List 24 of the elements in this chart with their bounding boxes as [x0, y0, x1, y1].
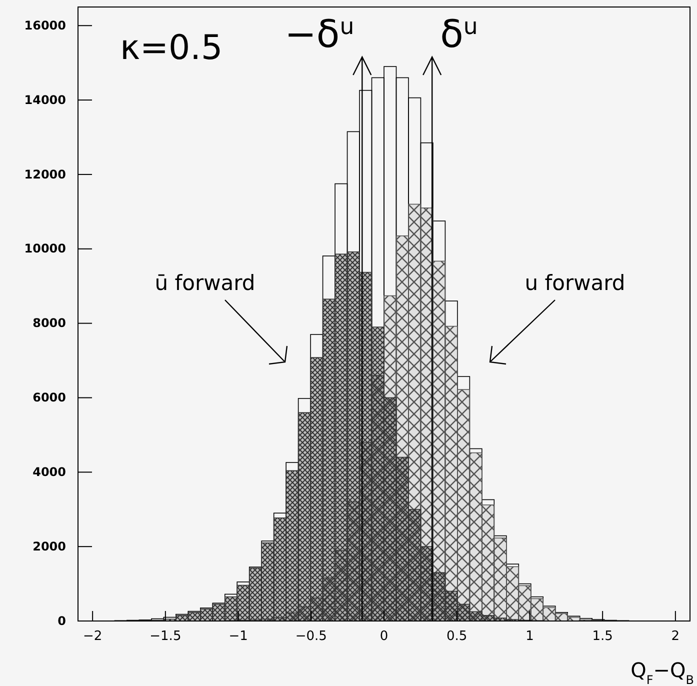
- y-tick-label: 6000: [32, 390, 66, 405]
- y-tick-label: 12000: [24, 167, 66, 182]
- y-tick-label: 14000: [24, 92, 66, 107]
- y-tick-label: 16000: [24, 18, 66, 32]
- ref-line-label: δ$^{u}$: [440, 12, 478, 56]
- y-tick-label: 8000: [32, 316, 66, 330]
- x-tick-label: 1: [526, 629, 534, 644]
- y-tick-label: 10000: [24, 242, 66, 256]
- x-tick-label: 0.5: [446, 629, 468, 644]
- y-tick-label: 0: [58, 614, 66, 628]
- x-tick-label: −0.5: [295, 629, 327, 644]
- annotation: u forward: [524, 271, 626, 295]
- y-tick-label: 4000: [32, 464, 66, 479]
- x-tick-label: 0: [380, 629, 388, 644]
- x-tick-label: −1.5: [150, 629, 182, 644]
- x-tick-label: 2: [671, 629, 680, 644]
- annotation: κ=0.5: [120, 28, 223, 68]
- annotation: ū forward: [154, 271, 256, 295]
- x-tick-label: 1.5: [592, 629, 613, 644]
- ref-line-label: −δ$^{u}$: [284, 12, 354, 56]
- y-tick-label: 2000: [32, 539, 66, 554]
- x-axis-title: Q$_{F}$−Q$_{B}$: [630, 658, 694, 686]
- x-tick-label: −2: [82, 629, 102, 644]
- x-tick-label: −1: [228, 629, 248, 644]
